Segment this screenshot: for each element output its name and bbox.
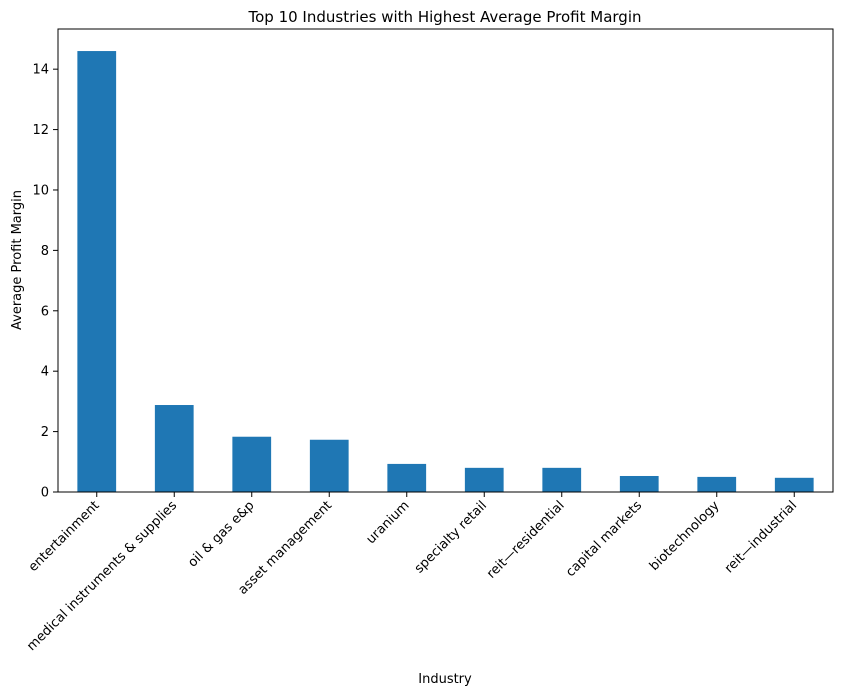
x-tick-label-5: specialty retail — [412, 498, 490, 576]
bar-0 — [77, 51, 117, 493]
x-axis-title: Industry — [418, 672, 472, 687]
bar-9 — [774, 477, 814, 492]
y-tick-label-3: 6 — [41, 304, 49, 319]
bar-7 — [619, 475, 659, 492]
y-tick-label-6: 12 — [32, 123, 49, 138]
chart-title: Top 10 Industries with Highest Average P… — [248, 8, 642, 26]
x-tick-label-6: reit—residential — [484, 498, 567, 581]
x-tick-label-9: reit—industrial — [722, 498, 800, 576]
x-tick-label-0: entertainment — [26, 498, 103, 575]
x-tick-label-4: uranium — [364, 498, 413, 547]
bar-3 — [309, 439, 349, 492]
y-tick-label-7: 14 — [32, 63, 49, 78]
y-tick-label-1: 2 — [41, 425, 49, 440]
y-axis: 0 2 4 6 8 10 12 14 — [32, 63, 58, 501]
bar-8 — [697, 476, 737, 492]
bar-4 — [387, 463, 427, 492]
x-tick-label-2: oil & gas e&p — [185, 498, 257, 570]
x-tick-label-7: capital markets — [563, 498, 645, 580]
plot-frame — [57, 28, 834, 493]
bar-5 — [464, 467, 504, 492]
bars-group — [77, 51, 814, 493]
bar-2 — [232, 436, 272, 492]
y-tick-label-0: 0 — [41, 486, 49, 501]
y-axis-title: Average Profit Margin — [10, 190, 25, 330]
y-tick-label-5: 10 — [32, 183, 49, 198]
x-tick-label-1: medical instruments & supplies — [24, 498, 180, 654]
x-tick-label-8: biotechnology — [647, 498, 723, 574]
y-tick-label-2: 4 — [41, 365, 49, 380]
bar-1 — [154, 405, 194, 492]
y-tick-label-4: 8 — [41, 244, 49, 259]
bar-6 — [542, 467, 582, 492]
